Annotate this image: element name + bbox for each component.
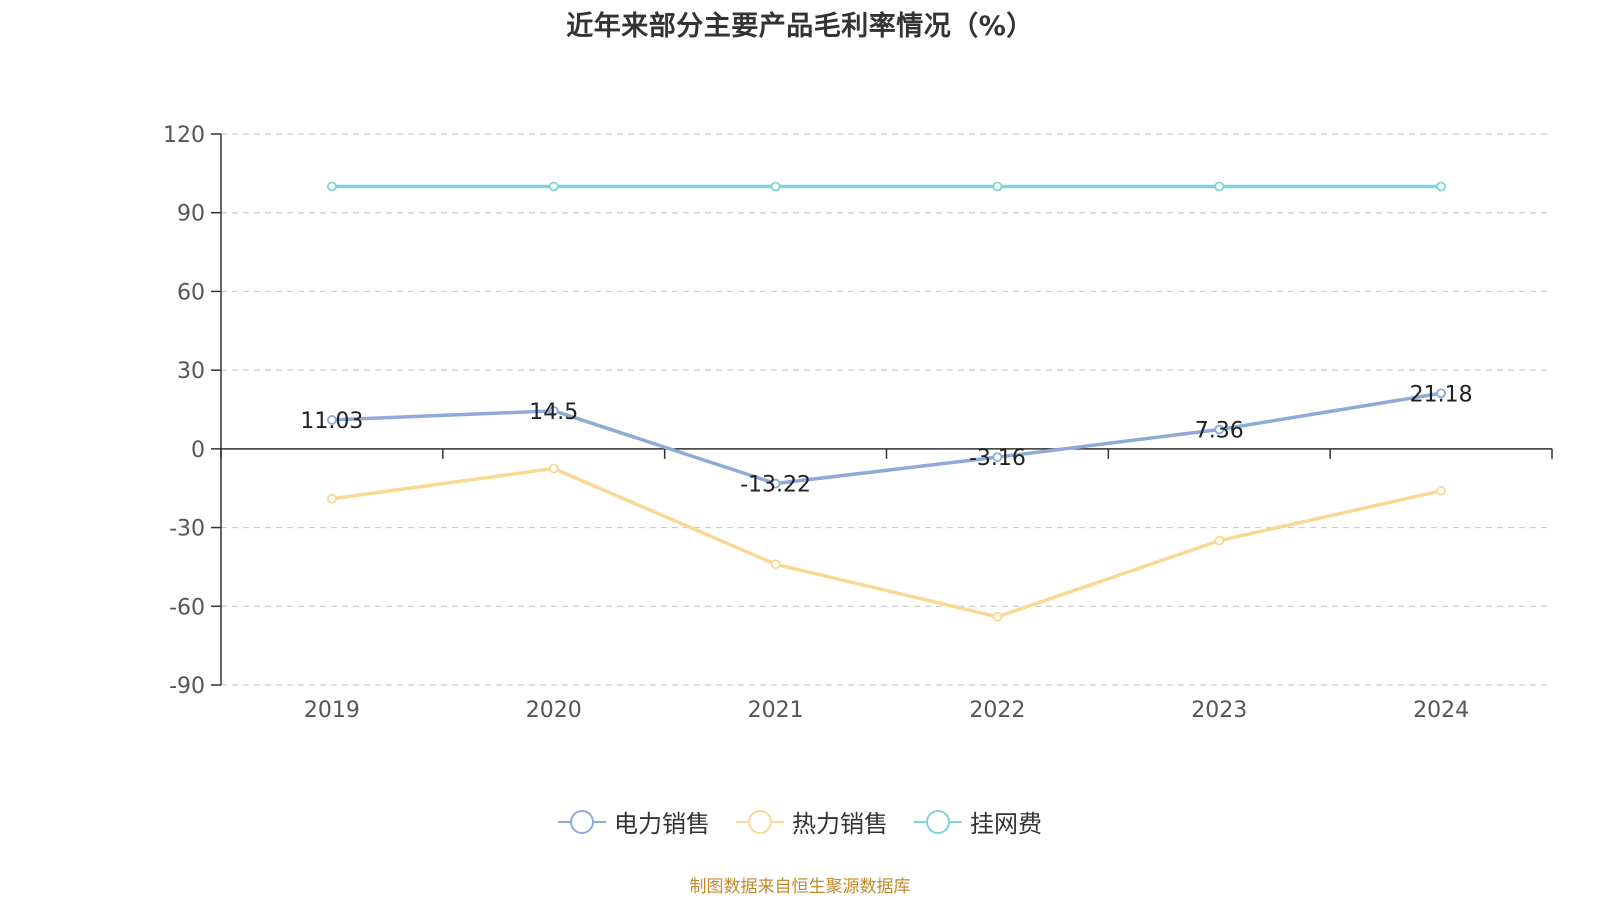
data-point bbox=[548, 405, 559, 416]
data-point bbox=[770, 559, 781, 570]
data-point bbox=[1436, 485, 1446, 496]
data-point bbox=[992, 452, 1003, 463]
x-tick-label: 2022 bbox=[969, 698, 1025, 723]
y-tick-label: 60 bbox=[177, 280, 205, 305]
data-point bbox=[1214, 181, 1225, 192]
legend-label: 电力销售 bbox=[614, 810, 710, 838]
data-label: -13.22 bbox=[740, 473, 811, 498]
x-tick-label: 2021 bbox=[748, 698, 804, 723]
chart-title: 近年来部分主要产品毛利率情况（%） bbox=[566, 11, 1034, 42]
line-chart: 120 90 60 30 0 -30 -60 -90 2019 2020 2021 2022 2023 2… bbox=[163, 123, 1553, 723]
data-point bbox=[1214, 535, 1225, 546]
x-tick-label: 2019 bbox=[304, 698, 360, 723]
series-line bbox=[331, 466, 1442, 619]
data-source-note: 制图数据来自恒生聚源数据库 bbox=[689, 877, 911, 897]
legend-label: 挂网费 bbox=[970, 810, 1042, 838]
data-point bbox=[1214, 424, 1225, 435]
data-point bbox=[1436, 181, 1446, 192]
data-label: 14.5 bbox=[529, 400, 578, 425]
y-tick-label: 90 bbox=[177, 202, 205, 227]
data-label: -3.16 bbox=[969, 446, 1026, 471]
data-point bbox=[1436, 388, 1446, 399]
data-label-layer: 11.03 14.5 -13.22 -3.16 7.36 21.18 bbox=[300, 382, 1472, 497]
y-tick-label: -60 bbox=[169, 595, 205, 620]
legend-line-circle-icon bbox=[558, 809, 606, 834]
legend-item-grid-fee[interactable]: 挂网费 bbox=[914, 804, 1042, 839]
data-point bbox=[548, 463, 559, 474]
legend: 电力销售 热力销售 挂网费 bbox=[0, 804, 1600, 839]
data-point bbox=[992, 181, 1003, 192]
data-point bbox=[992, 611, 1003, 622]
legend-item-power-sales[interactable]: 电力销售 bbox=[558, 804, 710, 839]
data-point bbox=[770, 181, 781, 192]
series-layer bbox=[327, 181, 1446, 622]
x-tick-label: 2020 bbox=[526, 698, 582, 723]
legend-label: 热力销售 bbox=[792, 810, 888, 838]
data-point bbox=[548, 181, 559, 192]
y-tick-label: 120 bbox=[163, 123, 205, 148]
legend-line-circle-icon bbox=[914, 809, 962, 834]
legend-line-circle-icon bbox=[736, 809, 784, 834]
data-point bbox=[327, 181, 337, 192]
y-tick-label: 30 bbox=[177, 359, 205, 384]
y-tick-label: 0 bbox=[191, 438, 205, 463]
x-tick-label: 2023 bbox=[1191, 698, 1247, 723]
y-tick-label: -90 bbox=[169, 674, 205, 699]
y-tick-label: -30 bbox=[169, 517, 205, 542]
legend-item-heat-sales[interactable]: 热力销售 bbox=[736, 804, 888, 839]
data-label: 7.36 bbox=[1195, 419, 1244, 444]
data-point bbox=[327, 493, 337, 504]
data-point bbox=[770, 478, 781, 489]
data-label: 11.03 bbox=[300, 409, 363, 434]
series-line bbox=[331, 391, 1442, 486]
x-tick-label: 2024 bbox=[1413, 698, 1469, 723]
data-point bbox=[327, 415, 337, 425]
axis-layer: 120 90 60 30 0 -30 -60 -90 2019 2020 2021 2022 2023 2… bbox=[163, 123, 1553, 723]
grid-layer bbox=[221, 133, 1552, 686]
data-label: 21.18 bbox=[1410, 382, 1473, 407]
